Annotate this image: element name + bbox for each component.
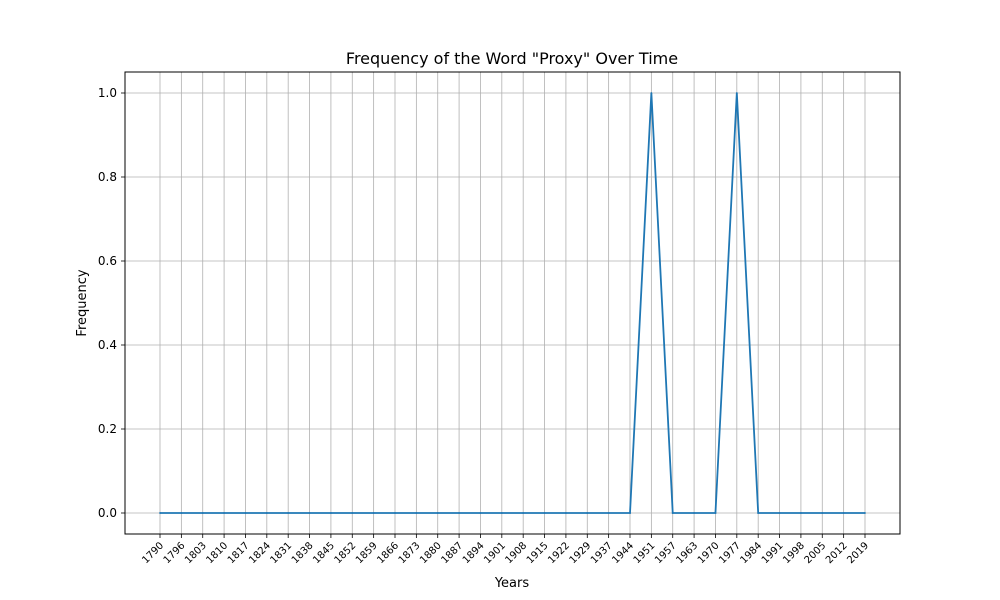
data-point: [693, 512, 695, 514]
data-point: [800, 512, 802, 514]
data-point: [842, 512, 845, 514]
y-tick-label: 1.0: [98, 86, 117, 100]
y-tick-label: 0.0: [98, 506, 117, 520]
data-point: [607, 512, 610, 514]
x-tick-label: 1901: [482, 540, 508, 566]
data-point: [735, 92, 738, 94]
data-point: [308, 512, 311, 514]
x-tick-label: 1929: [568, 540, 594, 566]
data-point: [671, 512, 674, 514]
x-tick-label: 1998: [781, 540, 807, 566]
x-tick-label: 1838: [290, 540, 316, 566]
y-axis-label: Frequency: [75, 269, 90, 336]
data-point: [565, 512, 567, 514]
y-tick-label: 0.4: [98, 338, 117, 352]
x-tick-label: 2019: [845, 540, 871, 566]
x-axis-label: Years: [494, 576, 530, 591]
y-axis-ticks: 0.0 0.2 0.4 0.6 0.8 1.0: [98, 86, 125, 520]
data-point: [757, 512, 760, 514]
data-point: [287, 512, 290, 514]
x-tick-label: 1852: [333, 540, 359, 566]
plot-frame: [124, 71, 901, 535]
data-point: [372, 512, 375, 514]
x-tick-label: 1845: [311, 540, 337, 566]
x-tick-label: 1977: [717, 540, 743, 566]
y-tick-label: 0.8: [98, 170, 117, 184]
data-point: [265, 512, 268, 514]
x-tick-label: 1866: [375, 540, 401, 566]
data-point: [394, 512, 396, 514]
data-point: [351, 512, 354, 514]
data-point: [415, 512, 418, 514]
x-tick-label: 1824: [247, 540, 273, 566]
series-line: [160, 92, 865, 514]
data-point: [479, 512, 482, 514]
x-tick-label: 1937: [589, 540, 615, 566]
data-point: [180, 512, 183, 514]
data-point: [543, 512, 546, 514]
data-point: [650, 92, 653, 94]
x-tick-label: 1984: [739, 540, 765, 566]
data-point: [201, 512, 204, 514]
x-tick-label: 1790: [140, 540, 166, 566]
x-tick-label: 1817: [226, 540, 252, 566]
x-tick-label: 1894: [461, 540, 487, 566]
x-tick-label: 1963: [674, 540, 700, 566]
y-gridlines: [125, 92, 900, 514]
x-tick-label: 1944: [610, 540, 636, 566]
data-point: [223, 512, 225, 514]
x-tick-label: 1859: [354, 540, 380, 566]
x-tick-label: 2012: [824, 540, 850, 566]
data-point: [522, 512, 525, 514]
series-layer: [159, 92, 866, 514]
x-tick-label: 1915: [525, 540, 551, 566]
data-point: [629, 512, 631, 514]
data-point: [436, 512, 439, 514]
data-point: [821, 512, 824, 514]
y-tick-label: 0.6: [98, 254, 117, 268]
data-point: [586, 512, 589, 514]
data-point: [864, 512, 866, 514]
x-tick-label: 1957: [653, 540, 679, 566]
x-tick-label: 1810: [204, 540, 230, 566]
data-point: [778, 512, 781, 514]
x-tick-label: 1796: [162, 540, 188, 566]
x-tick-label: 1922: [546, 540, 572, 566]
data-point: [714, 512, 717, 514]
x-tick-label: 1951: [632, 540, 658, 566]
data-point: [330, 512, 332, 514]
data-point: [159, 512, 161, 514]
x-tick-label: 1803: [183, 540, 209, 566]
data-point: [500, 512, 503, 514]
data-point: [458, 512, 460, 514]
data-point: [244, 512, 247, 514]
x-tick-label: 1908: [504, 540, 530, 566]
y-tick-label: 0.2: [98, 422, 117, 436]
x-gridlines: [159, 72, 866, 534]
chart-title: Frequency of the Word "Proxy" Over Time: [346, 49, 678, 68]
x-tick-label: 1873: [397, 540, 423, 566]
x-axis-ticks: 1790179618031810181718241831183818451852…: [140, 534, 871, 566]
x-tick-label: 1970: [696, 540, 722, 566]
x-tick-label: 1991: [760, 540, 786, 566]
x-tick-label: 2005: [803, 540, 829, 566]
x-tick-label: 1887: [439, 540, 465, 566]
x-tick-label: 1831: [269, 540, 295, 566]
x-tick-label: 1880: [418, 540, 444, 566]
